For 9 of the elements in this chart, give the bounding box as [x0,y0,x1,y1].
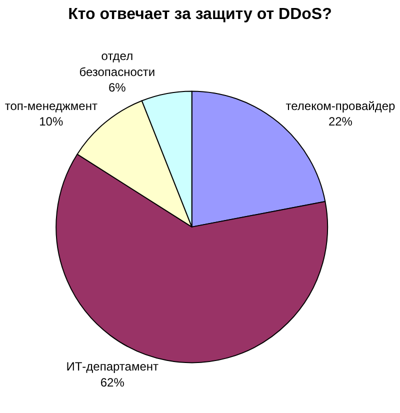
data-label: 22% [328,114,353,128]
data-label: 6% [108,80,126,94]
slice-label: ИТ-департамент [66,360,160,374]
chart-title: Кто отвечает за защиту от DDoS? [68,6,332,24]
data-label: 62% [100,375,125,390]
data-label: 10% [39,114,64,128]
slice-label: топ-менеджмент [4,98,98,113]
slice-label: отдел безопасности [79,49,156,79]
slice-label: телеком-провайдер [286,98,396,113]
